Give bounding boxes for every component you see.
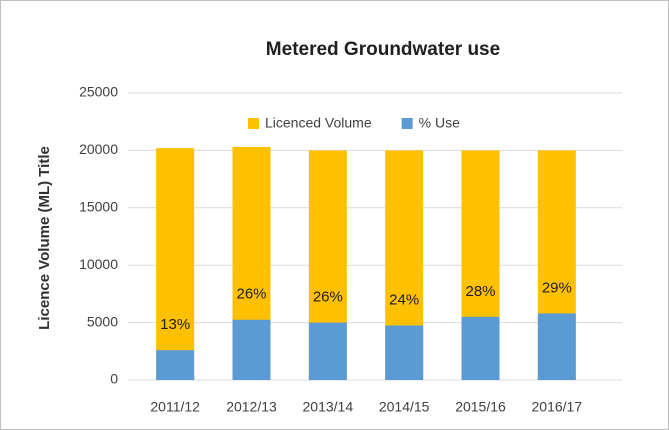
- y-tick-label: 25000: [79, 84, 118, 100]
- x-tick-label: 2015/16: [455, 399, 506, 415]
- bar: [308, 322, 347, 380]
- y-tick-label: 15000: [79, 199, 118, 215]
- legend-swatch: [401, 118, 413, 129]
- data-label: 26%: [236, 286, 266, 303]
- x-tick-label: 2011/12: [150, 399, 200, 415]
- bar: [385, 325, 424, 380]
- y-tick-label: 0: [110, 371, 118, 387]
- x-tick-label: 2014/15: [379, 399, 430, 415]
- data-label: 29%: [542, 279, 572, 296]
- bar: [156, 350, 195, 380]
- y-axis-title: Licence Volume (ML) Title: [36, 146, 53, 330]
- y-tick-label: 20000: [79, 141, 118, 157]
- bar: [461, 316, 500, 380]
- bar: [537, 313, 576, 380]
- x-tick-label: 2012/13: [226, 399, 277, 415]
- data-label: 24%: [389, 291, 419, 308]
- y-tick-label: 5000: [87, 313, 118, 329]
- bar: [232, 319, 271, 380]
- data-label: 26%: [313, 289, 343, 306]
- legend-label: Licenced Volume: [265, 115, 372, 131]
- data-label: 13%: [160, 316, 190, 333]
- bar: [156, 148, 195, 380]
- data-label: 28%: [465, 283, 495, 300]
- legend-label: % Use: [419, 115, 460, 131]
- chart-title: Metered Groundwater use: [266, 39, 500, 60]
- x-tick-label: 2016/17: [532, 399, 583, 415]
- y-tick-label: 10000: [79, 256, 118, 272]
- x-tick-label: 2013/14: [303, 399, 354, 415]
- legend-swatch: [248, 118, 259, 129]
